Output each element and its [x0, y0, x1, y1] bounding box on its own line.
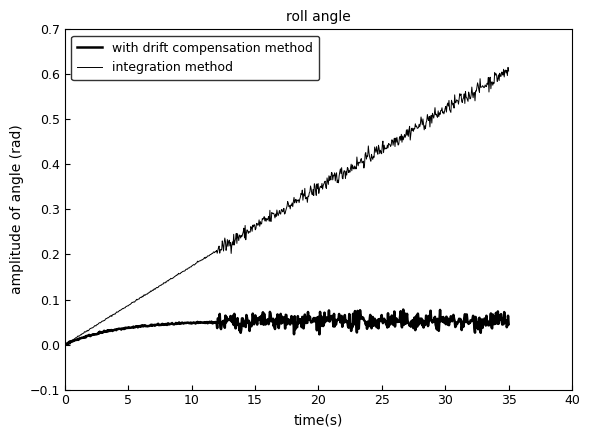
- integration method: [461, 101, 468, 106]
- with drift compensation method: [353, 320, 360, 325]
- integration method: [186, 264, 194, 270]
- integration method: [504, 65, 512, 70]
- X-axis label: time(s): time(s): [294, 413, 343, 427]
- with drift compensation method: [462, 313, 469, 318]
- with drift compensation method: [505, 322, 512, 327]
- integration method: [353, 166, 360, 171]
- Line: with drift compensation method: with drift compensation method: [65, 309, 509, 344]
- with drift compensation method: [399, 307, 407, 312]
- integration method: [407, 137, 414, 142]
- integration method: [202, 256, 209, 261]
- with drift compensation method: [202, 320, 209, 326]
- with drift compensation method: [170, 322, 177, 327]
- with drift compensation method: [61, 342, 68, 347]
- Line: integration method: integration method: [65, 67, 509, 344]
- with drift compensation method: [407, 324, 414, 329]
- Y-axis label: amplitude of angle (rad): amplitude of angle (rad): [10, 125, 24, 295]
- with drift compensation method: [186, 320, 194, 326]
- integration method: [505, 68, 512, 73]
- integration method: [61, 342, 68, 347]
- Title: roll angle: roll angle: [286, 10, 351, 24]
- integration method: [170, 275, 177, 281]
- Legend: with drift compensation method, integration method: with drift compensation method, integrat…: [71, 35, 319, 80]
